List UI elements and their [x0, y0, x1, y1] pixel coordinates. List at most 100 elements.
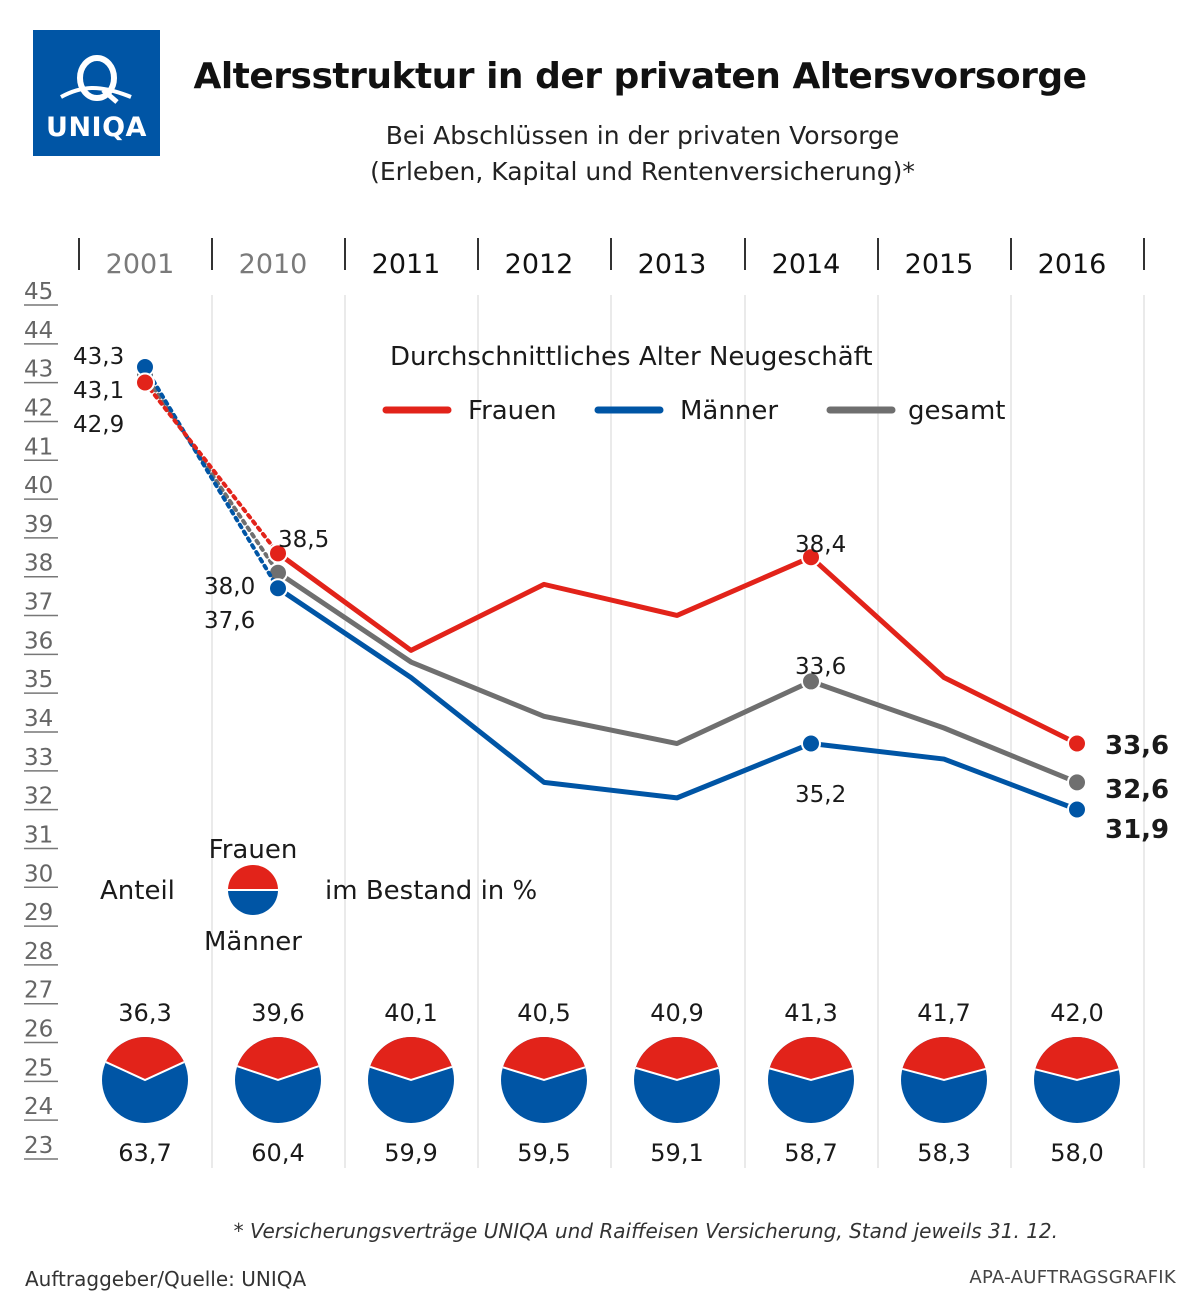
- data-label-gesamt: 38,0: [204, 574, 255, 600]
- share-pie-frauen: [237, 1037, 319, 1080]
- share-value-maenner: 60,4: [251, 1139, 304, 1167]
- y-tick-label: 45: [24, 279, 53, 305]
- legend-label-frauen: Frauen: [468, 396, 557, 426]
- subtitle-line-1: Bei Abschlüssen in der privaten Vorsorge: [385, 121, 900, 150]
- series-dotted-maenner: [143, 364, 280, 591]
- data-point-maenner: [268, 578, 288, 599]
- share-value-frauen: 36,3: [118, 999, 171, 1027]
- share-label-left: Anteil: [100, 876, 175, 906]
- uniqa-emblem-icon: [60, 55, 132, 104]
- share-pie-frauen: [502, 1037, 586, 1080]
- share-value-maenner: 58,3: [917, 1139, 970, 1167]
- share-value-maenner: 59,9: [384, 1139, 437, 1167]
- share-pie-frauen: [769, 1037, 853, 1080]
- share-value-frauen: 41,3: [784, 999, 837, 1027]
- subtitle-line-2: (Erleben, Kapital und Rentenversicherung…: [370, 157, 915, 186]
- share-value-maenner: 59,5: [517, 1139, 570, 1167]
- y-tick-label: 28: [24, 939, 53, 965]
- share-pie-frauen: [105, 1037, 185, 1080]
- y-tick-label: 38: [24, 551, 53, 577]
- share-legend-frauen: Frauen: [209, 835, 298, 865]
- y-tick-label: 36: [24, 628, 53, 654]
- legend-label-maenner: Männer: [680, 396, 778, 426]
- data-label-maenner: 35,2: [795, 782, 846, 808]
- data-label-maenner: 31,9: [1105, 815, 1169, 845]
- data-point-frauen: [268, 543, 288, 564]
- y-tick-label: 34: [24, 706, 53, 732]
- share-pie-frauen: [635, 1036, 719, 1080]
- series-line-gesamt: [276, 570, 1078, 785]
- y-tick-label: 24: [24, 1094, 53, 1120]
- credit-note: APA-AUFTRAGSGRAFIK: [969, 1267, 1176, 1288]
- page-title: Altersstruktur in der privaten Altersvor…: [193, 56, 1087, 97]
- data-point-frauen: [1067, 733, 1087, 754]
- data-point-maenner: [1067, 799, 1087, 820]
- data-label-maenner: 43,3: [73, 344, 124, 370]
- share-value-frauen: 42,0: [1050, 999, 1103, 1027]
- legend-label-gesamt: gesamt: [908, 396, 1006, 426]
- subtitle: Bei Abschlüssen in der privaten Vorsorge…: [300, 118, 985, 190]
- y-tick-label: 35: [24, 667, 53, 693]
- year-label: 2015: [905, 249, 974, 280]
- share-value-frauen: 40,1: [384, 999, 437, 1027]
- y-tick-label: 42: [24, 395, 53, 421]
- uniqa-logo: UNIQA: [33, 30, 160, 156]
- share-pie-divider: [369, 1065, 453, 1082]
- share-pie-divider: [635, 1066, 719, 1082]
- y-tick-label: 44: [24, 318, 53, 344]
- data-label-gesamt: 43,1: [73, 378, 124, 404]
- share-pie-divider: [1035, 1068, 1119, 1082]
- share-legend-swatch-maenner: [228, 890, 278, 915]
- y-tick-label: 32: [24, 784, 53, 810]
- data-label-gesamt: 32,6: [1105, 775, 1169, 805]
- y-tick-label: 37: [24, 590, 53, 616]
- year-label: 2014: [772, 249, 841, 280]
- y-tick-label: 23: [24, 1133, 53, 1159]
- share-legend-maenner: Männer: [204, 927, 302, 957]
- data-label-frauen: 38,4: [795, 532, 846, 558]
- source-note: Auftraggeber/Quelle: UNIQA: [25, 1267, 307, 1291]
- share-label-right: im Bestand in %: [325, 876, 537, 906]
- share-pie-frauen: [370, 1037, 452, 1080]
- logo-text: UNIQA: [46, 112, 147, 143]
- share-pie-divider: [105, 1061, 185, 1082]
- year-label: 2016: [1038, 249, 1107, 280]
- share-legend-swatch-frauen: [228, 865, 278, 890]
- data-point-gesamt: [1067, 772, 1087, 793]
- data-label-frauen: 38,5: [278, 527, 329, 553]
- year-label: 2010: [239, 249, 308, 280]
- share-value-maenner: 59,1: [650, 1139, 703, 1167]
- share-value-maenner: 58,0: [1050, 1139, 1103, 1167]
- year-label: 2013: [638, 249, 707, 280]
- y-tick-label: 39: [24, 512, 53, 538]
- data-label-frauen: 42,9: [73, 412, 124, 438]
- y-tick-label: 40: [24, 473, 53, 499]
- y-tick-label: 31: [24, 822, 53, 848]
- series-line-maenner: [276, 586, 1078, 812]
- share-value-maenner: 63,7: [118, 1139, 171, 1167]
- share-value-frauen: 40,5: [517, 999, 570, 1027]
- y-tick-label: 27: [24, 978, 53, 1004]
- y-tick-label: 33: [24, 745, 53, 771]
- y-tick-label: 43: [24, 357, 53, 383]
- year-label: 2012: [505, 249, 574, 280]
- year-label: 2001: [106, 249, 175, 280]
- series-dotted-frauen: [143, 380, 280, 556]
- y-tick-label: 29: [24, 900, 53, 926]
- y-tick-label: 30: [24, 861, 53, 887]
- data-point-frauen: [801, 547, 821, 568]
- share-value-frauen: 39,6: [251, 999, 304, 1027]
- share-pie-divider: [502, 1066, 586, 1082]
- data-label-frauen: 33,6: [1105, 731, 1169, 761]
- data-point-gesamt: [801, 671, 821, 692]
- share-pie-frauen: [902, 1037, 986, 1080]
- data-label-gesamt: 33,6: [795, 654, 846, 680]
- share-value-frauen: 41,7: [917, 999, 970, 1027]
- y-tick-label: 26: [24, 1017, 53, 1043]
- share-value-maenner: 58,7: [784, 1139, 837, 1167]
- data-point-maenner: [801, 733, 821, 754]
- y-tick-label: 25: [24, 1055, 53, 1081]
- share-pie-divider: [902, 1067, 986, 1082]
- footnote: * Versicherungsverträge UNIQA und Raiffe…: [233, 1219, 1058, 1243]
